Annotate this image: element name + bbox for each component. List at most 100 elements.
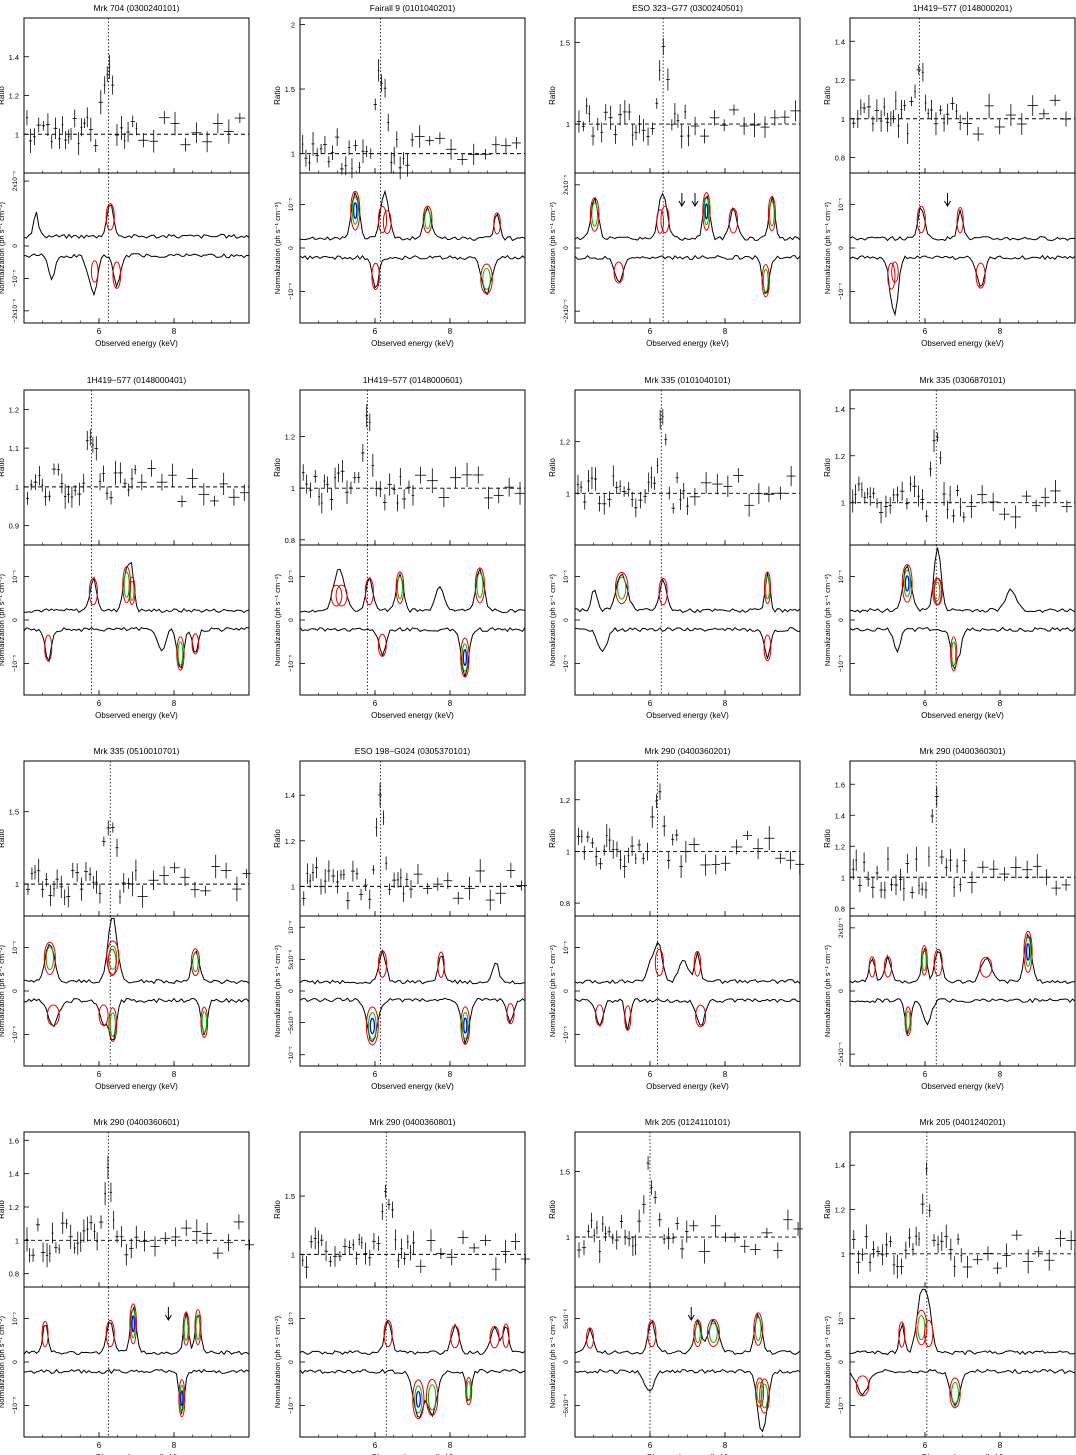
upper-envelope xyxy=(574,572,801,614)
contour-99 xyxy=(474,567,485,604)
chart-panel: ESO 198−G024 (0305370101) 1 1.2 1.4 Ratio 10⁻… xyxy=(273,746,528,1091)
panel-title: Mrk 290 (0400360801) xyxy=(369,1117,455,1127)
ratio-ylabel: Ratio xyxy=(0,1200,6,1219)
contour-99 xyxy=(194,1309,202,1346)
xlabel: Observed energy (keV) xyxy=(921,1082,1004,1091)
chart-panel: Mrk 335 (0306870101) 1 1.2 1.4 Ratio 10⁻⁵ 0 −10… xyxy=(823,375,1076,720)
ratio-ytick-label: 1 xyxy=(841,499,845,508)
xtick-label: 8 xyxy=(723,699,728,708)
contour-99 xyxy=(41,1320,49,1348)
arrow-head xyxy=(691,200,699,207)
xtick-label: 8 xyxy=(998,1441,1003,1450)
contour-ytick-label: 0 xyxy=(288,1360,295,1364)
contour-90 xyxy=(617,576,627,600)
ratio-ytick-label: 1 xyxy=(291,484,295,493)
ratio-ytick-label: 1 xyxy=(15,880,19,889)
contour-ytick-label: −10⁻⁵ xyxy=(288,655,295,672)
ratio-ylabel: Ratio xyxy=(0,86,6,105)
contour-ylabel: Normalization (ph s⁻¹ cm⁻²) xyxy=(0,573,6,666)
upper-envelope xyxy=(299,1319,526,1355)
contour-ytick-label: −10⁻⁵ xyxy=(12,270,19,287)
contour-99 xyxy=(613,261,624,284)
ratio-ytick-label: 1.2 xyxy=(9,405,19,414)
panel-title: Mrk 335 (0101040101) xyxy=(644,375,730,385)
xtick-label: 6 xyxy=(97,327,102,336)
contour-ytick-label: 2x10⁻⁵ xyxy=(838,917,845,938)
chart-panel: Mrk 290 (0400360301) 0.8 1 1.2 1.4 1.6 Ratio 2x… xyxy=(823,746,1076,1091)
contour-99 xyxy=(933,577,943,606)
contour-99 xyxy=(658,577,668,606)
contour-99 xyxy=(755,1377,765,1408)
upper-envelope xyxy=(299,948,526,985)
contour-99 xyxy=(979,956,993,978)
xtick-label: 8 xyxy=(172,327,177,336)
ratio-ytick-label: 1.2 xyxy=(835,1206,845,1215)
xtick-label: 8 xyxy=(172,1441,177,1450)
panel-title: Mrk 290 (0400360201) xyxy=(644,746,730,756)
contour-68 xyxy=(180,1390,184,1407)
contour-99 xyxy=(1023,930,1033,974)
ratio-ytick-label: 1 xyxy=(566,847,570,856)
contour-99 xyxy=(702,192,711,231)
contour-99 xyxy=(753,1312,763,1346)
contour-90 xyxy=(476,572,484,599)
contour-ytick-label: 0 xyxy=(563,618,570,622)
contour-99 xyxy=(614,571,629,605)
ratio-ytick-label: 1.2 xyxy=(9,92,19,101)
contour-99 xyxy=(176,636,185,671)
contour-99 xyxy=(506,1003,515,1025)
contour-ytick-label: −10⁻⁵ xyxy=(563,1026,570,1043)
chart-panel: 1H419−577 (0148000401) 0.9 1 1.1 1.2 Ratio 10⁻… xyxy=(0,375,250,720)
contour-ytick-label: 5x10⁻⁶ xyxy=(288,949,295,970)
contour-90 xyxy=(130,1309,136,1339)
contour-99 xyxy=(88,577,98,606)
chart-panel: ESO 323−G77 (0300240501) 1 1.5 Ratio 2x10⁻⁵ 0… xyxy=(548,3,801,348)
arrow-head xyxy=(944,200,951,207)
lower-envelope xyxy=(849,997,1076,1035)
upper-envelope xyxy=(849,1288,1076,1356)
contour-ytick-label: −10⁻⁵ xyxy=(838,283,845,300)
ratio-frame xyxy=(299,760,526,917)
ratio-frame xyxy=(574,389,801,546)
upper-envelope xyxy=(299,189,526,242)
ratio-ytick-label: 1.5 xyxy=(560,38,570,47)
contour-ytick-label: 10⁻⁵ xyxy=(288,198,295,212)
contour-ytick-label: 0 xyxy=(288,989,295,993)
contour-99 xyxy=(624,1005,632,1031)
contour-ylabel: Normalization (ph s⁻¹ cm⁻²) xyxy=(548,944,557,1037)
contour-ylabel: Normalization (ph s⁻¹ cm⁻²) xyxy=(0,201,6,294)
contour-99 xyxy=(920,945,928,976)
panel-title: 1H419−577 (0148000201) xyxy=(913,3,1013,13)
contour-99 xyxy=(647,1319,657,1348)
ratio-ytick-label: 1.4 xyxy=(835,37,845,46)
contour-ytick-label: 0 xyxy=(288,246,295,250)
contour-90 xyxy=(903,569,911,598)
contour-90 xyxy=(703,197,710,226)
xtick-label: 8 xyxy=(448,327,453,336)
lower-envelope xyxy=(23,253,250,297)
xtick-label: 6 xyxy=(648,699,653,708)
contour-ylabel: Normalization (ph s⁻¹ cm⁻²) xyxy=(273,944,282,1037)
contour-99 xyxy=(950,636,958,672)
contour-90 xyxy=(195,1314,201,1341)
lower-envelope xyxy=(849,254,1076,317)
ratio-ytick-label: 0.8 xyxy=(835,154,845,163)
contour-99 xyxy=(975,262,986,289)
ratio-frame xyxy=(299,389,526,546)
contour-frame xyxy=(299,1286,526,1438)
contour-ytick-label: 0 xyxy=(563,989,570,993)
panel-title: ESO 323−G77 (0300240501) xyxy=(632,3,743,13)
contour-ytick-label: −2x10⁻⁵ xyxy=(563,299,570,323)
contour-90 xyxy=(921,949,927,972)
panel-title: Mrk 704 (0300240101) xyxy=(93,3,179,13)
xtick-label: 8 xyxy=(172,1070,177,1079)
contour-99 xyxy=(868,956,876,978)
contour-frame xyxy=(299,915,526,1067)
contour-ylabel: Normalization (ph s⁻¹ cm⁻²) xyxy=(823,944,832,1037)
xlabel: Observed energy (keV) xyxy=(921,711,1004,720)
contour-ytick-label: 10⁻⁵ xyxy=(288,920,295,934)
ratio-frame xyxy=(849,17,1076,174)
contour-99 xyxy=(178,1379,186,1418)
contour-90 xyxy=(951,1381,959,1404)
contour-frame xyxy=(849,915,1076,1067)
